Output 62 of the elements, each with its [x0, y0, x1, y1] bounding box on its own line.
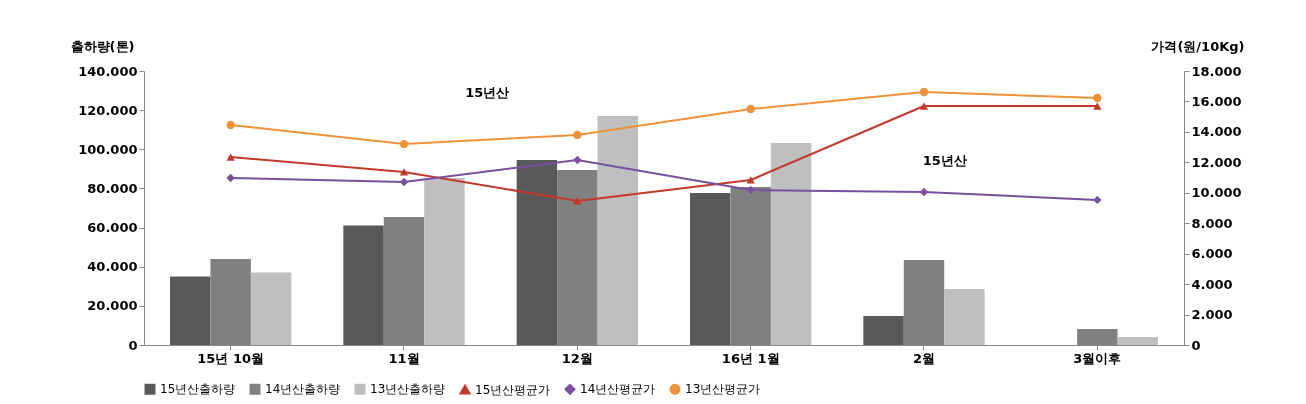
- point: [919, 87, 929, 97]
- point: [573, 130, 582, 140]
- x-tick-label: 12월: [561, 350, 593, 366]
- y-tick-label: 100.000: [78, 141, 138, 157]
- y-tick-label: 140.000: [78, 63, 138, 79]
- y2-tick-label: 16.000: [1191, 93, 1242, 109]
- y2-tick-label: 2.000: [1191, 307, 1233, 323]
- point: [226, 153, 235, 161]
- y-tick-label: 60.000: [87, 220, 138, 236]
- annotation: 15년산: [922, 153, 967, 169]
- x-tick-label: 2월: [912, 350, 936, 366]
- point: [746, 176, 755, 184]
- point: [1093, 102, 1102, 110]
- bar: [343, 225, 384, 345]
- y-tick-label: 40.000: [87, 259, 138, 275]
- x-tick-label: 16년 1월: [721, 350, 780, 366]
- bar: [597, 116, 638, 345]
- y2-tick-label: 18.000: [1191, 63, 1242, 79]
- bar: [170, 276, 211, 345]
- point: [399, 168, 409, 176]
- bar: [424, 178, 465, 345]
- y2-tick-label: 12.000: [1191, 154, 1242, 170]
- y-tick-label: 0: [128, 337, 138, 353]
- x-tick-label: 11월: [388, 350, 420, 366]
- y2-tick-label: 10.000: [1191, 185, 1242, 201]
- point: [226, 173, 235, 183]
- y2-tick-label: 0: [1191, 337, 1201, 353]
- point: [1093, 195, 1102, 205]
- point: [226, 120, 235, 130]
- legend-label: 14년산출하량: [265, 382, 341, 397]
- point: [746, 104, 755, 114]
- y-tick-label: 80.000: [87, 180, 138, 196]
- bar: [516, 160, 558, 345]
- bar: [1117, 336, 1158, 345]
- annotation: 15년산: [465, 84, 510, 100]
- y2-axis-title: 가격(원/10Kg): [1151, 38, 1245, 54]
- y-axis-title: 출하량(톤): [70, 38, 135, 54]
- bar: [863, 316, 904, 345]
- y-tick-label: 120.000: [78, 102, 138, 118]
- y2-tick-label: 8.000: [1191, 215, 1233, 231]
- y2-tick-label: 6.000: [1191, 246, 1233, 262]
- point: [746, 185, 755, 195]
- legend-label: 14년산평균가: [580, 382, 656, 397]
- y2-tick-label: 14.000: [1191, 124, 1242, 140]
- legend-label: 13년산출하량: [370, 382, 446, 397]
- y-tick-label: 20.000: [87, 298, 138, 314]
- point: [573, 155, 582, 165]
- y2-tick-label: 4.000: [1191, 276, 1233, 292]
- point: [399, 139, 409, 149]
- point: [1093, 93, 1102, 103]
- point: [919, 102, 929, 110]
- x-tick-label: 3월이후: [1073, 350, 1122, 366]
- bar: [770, 143, 812, 345]
- bar: [690, 192, 731, 345]
- x-tick-label: 15년 10월: [197, 350, 265, 366]
- point: [399, 177, 409, 187]
- legend-label: 13년산평균가: [685, 382, 761, 397]
- legend-label: 15년산평균가: [475, 382, 551, 397]
- bar: [944, 289, 985, 345]
- bar: [250, 272, 292, 345]
- point: [573, 197, 582, 205]
- legend-label: 15년산출하량: [160, 382, 236, 397]
